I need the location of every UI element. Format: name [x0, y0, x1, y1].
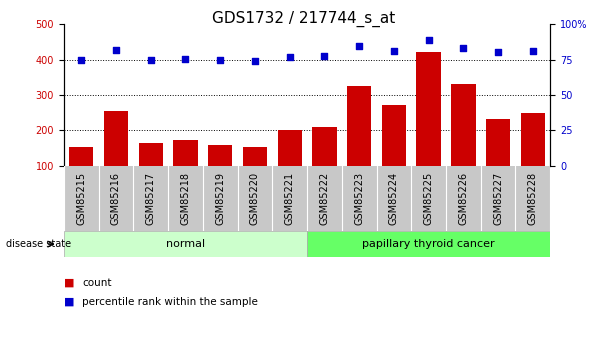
Bar	[313, 127, 337, 166]
Text: GSM85228: GSM85228	[528, 172, 538, 225]
Point	[285, 54, 294, 60]
Text: ■: ■	[64, 297, 74, 307]
Text: ■: ■	[64, 278, 74, 288]
Bar	[416, 52, 441, 166]
Text: GSM85215: GSM85215	[76, 172, 86, 225]
Bar	[64, 231, 307, 257]
Text: GSM85223: GSM85223	[354, 172, 364, 225]
Text: GSM85216: GSM85216	[111, 172, 121, 225]
Point	[458, 46, 468, 51]
Bar	[451, 84, 475, 166]
Bar	[307, 231, 550, 257]
Point	[389, 48, 399, 53]
Text: percentile rank within the sample: percentile rank within the sample	[82, 297, 258, 307]
Point	[111, 47, 121, 52]
Point	[424, 37, 434, 43]
Point	[77, 57, 86, 63]
Bar	[347, 86, 371, 166]
Text: normal: normal	[166, 239, 205, 249]
Bar	[139, 142, 163, 166]
Text: GSM85225: GSM85225	[424, 172, 434, 225]
Text: GSM85227: GSM85227	[493, 172, 503, 225]
Text: GSM85219: GSM85219	[215, 172, 225, 225]
Point	[354, 43, 364, 49]
Point	[215, 57, 225, 63]
Bar	[208, 145, 232, 166]
Text: GSM85217: GSM85217	[146, 172, 156, 225]
Point	[528, 48, 537, 53]
Text: GSM85218: GSM85218	[181, 172, 190, 225]
Point	[493, 50, 503, 55]
Bar	[243, 147, 267, 166]
Text: papillary thyroid cancer: papillary thyroid cancer	[362, 239, 495, 249]
Text: GSM85220: GSM85220	[250, 172, 260, 225]
Point	[320, 53, 330, 59]
Bar	[486, 119, 510, 166]
Text: disease state: disease state	[6, 239, 71, 249]
Bar	[69, 147, 94, 166]
Point	[181, 56, 190, 62]
Point	[146, 57, 156, 62]
Bar	[382, 105, 406, 166]
Point	[250, 59, 260, 64]
Text: GSM85222: GSM85222	[319, 172, 330, 225]
Text: count: count	[82, 278, 112, 288]
Text: GSM85226: GSM85226	[458, 172, 468, 225]
Bar	[520, 112, 545, 166]
Text: GSM85221: GSM85221	[285, 172, 295, 225]
Text: GSM85224: GSM85224	[389, 172, 399, 225]
Bar	[277, 130, 302, 166]
Bar	[173, 140, 198, 166]
Text: GDS1732 / 217744_s_at: GDS1732 / 217744_s_at	[212, 10, 396, 27]
Bar	[104, 111, 128, 166]
